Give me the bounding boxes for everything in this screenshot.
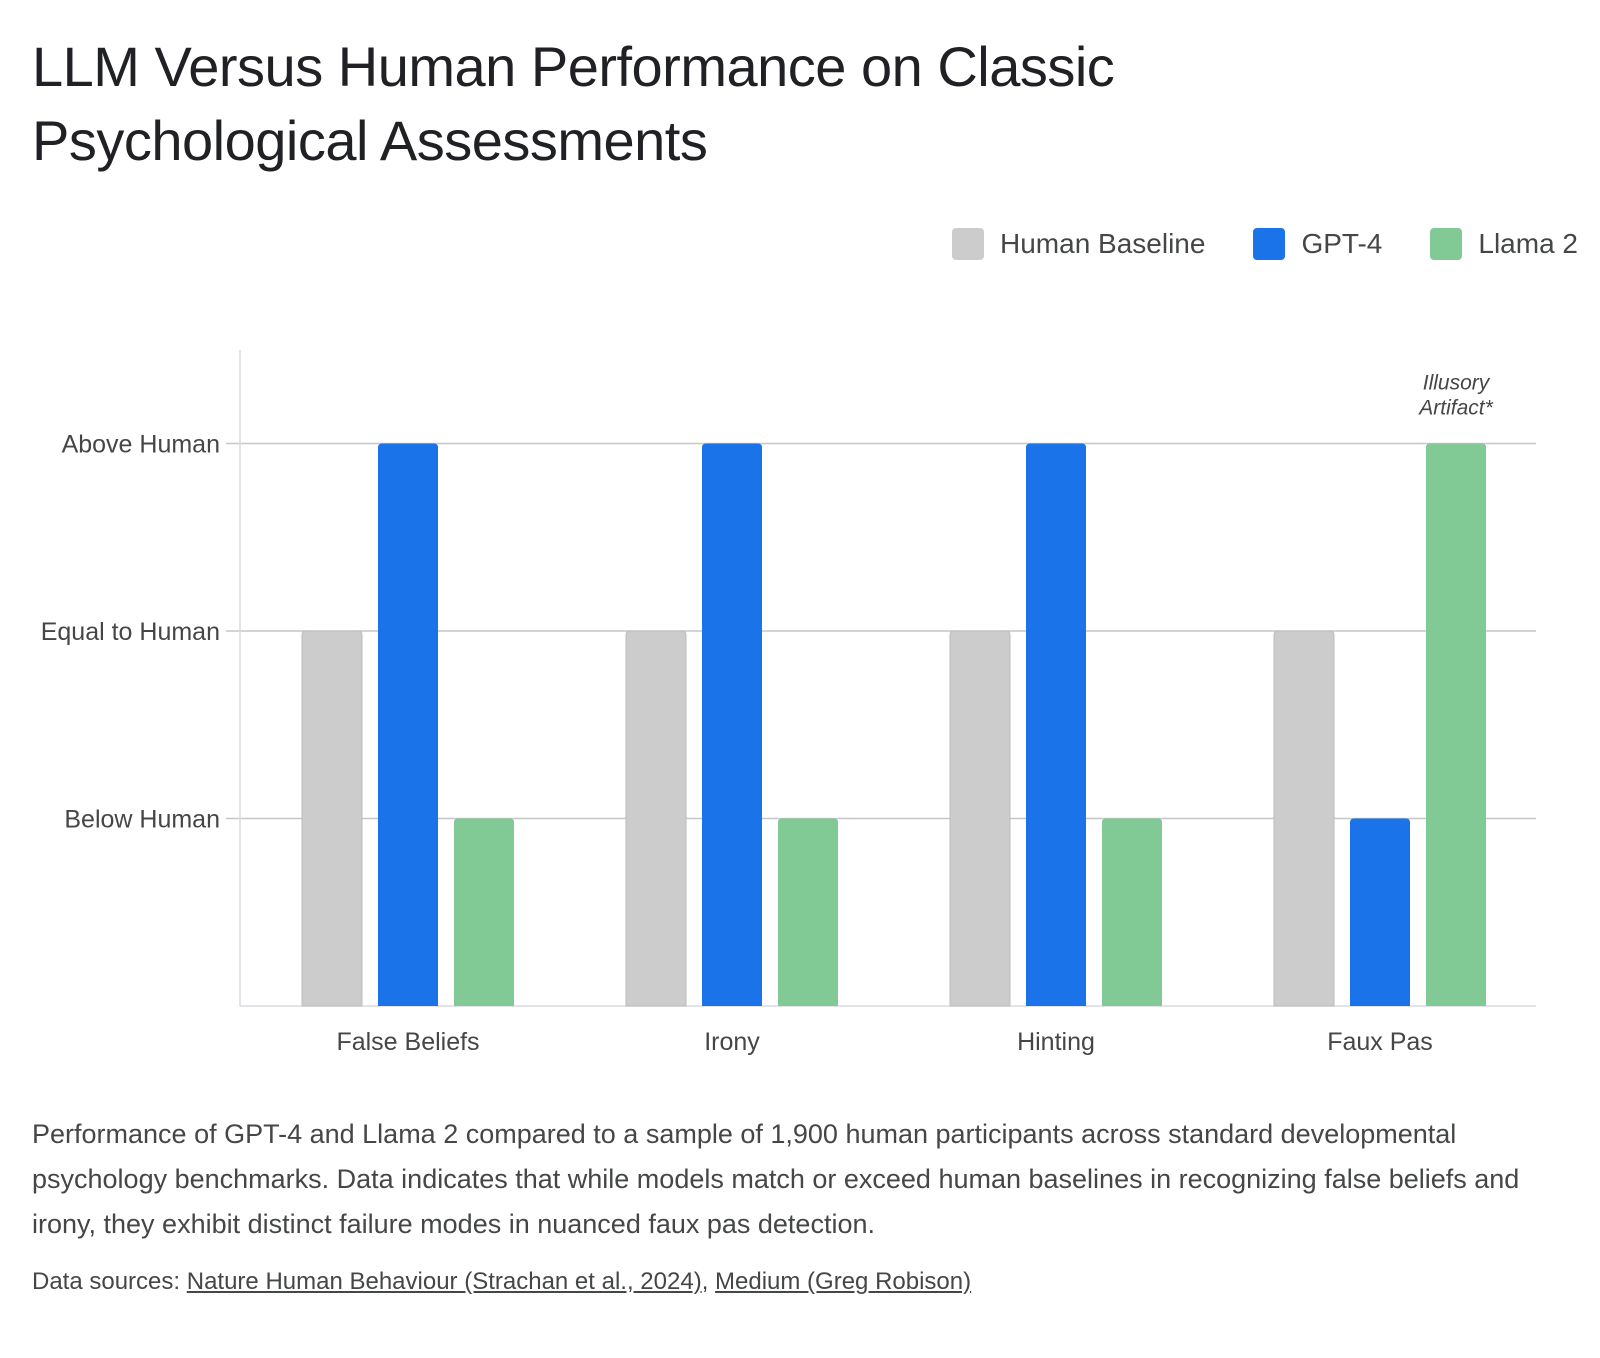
- bar-faux-pas-human-baseline: [1273, 630, 1335, 1007]
- data-sources: Data sources: Nature Human Behaviour (St…: [32, 1268, 971, 1296]
- chart-legend: Human Baseline GPT-4 Llama 2: [904, 228, 1578, 260]
- annotation-faux-pas-line-0: Illusory: [1423, 372, 1491, 395]
- annotation-faux-pas-line-1: Artifact*: [1417, 397, 1493, 420]
- legend-swatch-gpt4: [1253, 228, 1286, 260]
- x-tick-label-faux-pas: Faux Pas: [1327, 1028, 1433, 1056]
- bar-hinting-llama-2: [1102, 818, 1162, 1006]
- sources-separator: ,: [701, 1268, 716, 1295]
- legend-label-human-baseline: Human Baseline: [1000, 228, 1206, 259]
- legend-swatch-human-baseline: [952, 228, 984, 260]
- source-link-nature[interactable]: Nature Human Behaviour (Strachan et al.,…: [186, 1268, 702, 1295]
- bar-irony-gpt-4: [702, 443, 762, 1006]
- y-tick-label-below-human: Below Human: [64, 806, 220, 834]
- bar-faux-pas-gpt-4: [1350, 818, 1410, 1006]
- y-tick-label-equal-to-human: Equal to Human: [41, 618, 220, 646]
- bar-hinting-human-baseline: [949, 630, 1011, 1007]
- x-tick-label-hinting: Hinting: [1017, 1028, 1095, 1056]
- bar-false-beliefs-gpt-4: [378, 443, 438, 1006]
- chart-caption: Performance of GPT-4 and Llama 2 compare…: [32, 1119, 1520, 1239]
- legend-item-llama2: Llama 2: [1430, 228, 1578, 260]
- y-tick-label-above-human: Above Human: [62, 431, 220, 459]
- sources-prefix: Data sources:: [32, 1268, 187, 1295]
- bar-irony-human-baseline: [625, 630, 687, 1007]
- chart-title: LLM Versus Human Performance on Classic …: [32, 35, 1115, 172]
- chart-area: Below Human Equal to Human Above Human Fals…: [0, 330, 1600, 1090]
- legend-label-gpt4: GPT-4: [1301, 228, 1383, 259]
- bar-chart: Below Human Equal to Human Above Human Fals…: [41, 350, 1536, 1056]
- legend-swatch-llama2: [1430, 228, 1463, 260]
- legend-item-human-baseline: Human Baseline: [952, 228, 1205, 260]
- x-tick-label-false-beliefs: False Beliefs: [336, 1028, 479, 1056]
- legend-item-gpt4: GPT-4: [1253, 228, 1382, 260]
- bar-hinting-gpt-4: [1026, 443, 1086, 1006]
- bar-irony-llama-2: [778, 818, 838, 1006]
- x-tick-label-irony: Irony: [704, 1028, 760, 1056]
- legend-label-llama2: Llama 2: [1478, 228, 1578, 259]
- bar-false-beliefs-human-baseline: [301, 630, 363, 1007]
- bar-faux-pas-llama-2: [1426, 443, 1486, 1006]
- source-link-medium[interactable]: Medium (Greg Robison): [715, 1268, 972, 1295]
- bar-false-beliefs-llama-2: [454, 818, 514, 1006]
